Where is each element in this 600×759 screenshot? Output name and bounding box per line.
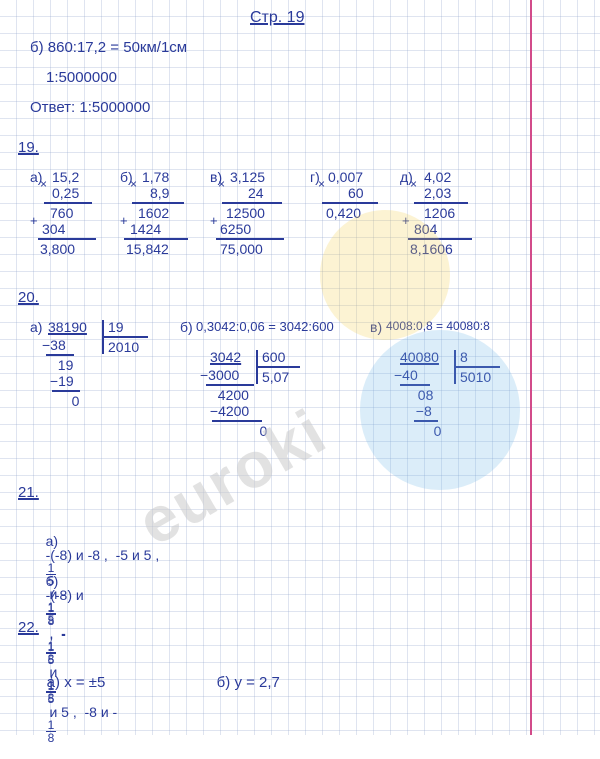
p19g-hr1 [322,202,378,204]
p19v-r3: 12500 [226,206,265,220]
p19a-plus: + [30,214,38,227]
p19d-hr2 [408,238,472,240]
p19d-hr1 [414,202,468,204]
p19d-times: × [410,178,417,190]
p19-label: 19. [18,140,39,155]
p19b-times: × [130,178,137,190]
p19g-r2: 60 [348,186,364,200]
p19g-r1: 0,007 [328,170,363,184]
p21-label: 21. [18,485,39,500]
p19a-r5: 3,800 [40,242,75,256]
p20v-dividend: 40080 [400,350,439,364]
p20a-divisor: 19 [108,320,124,334]
p19d-r5: 8,1606 [410,242,453,256]
p19g-times: × [318,178,325,190]
p19v-hr1 [222,202,282,204]
p22a-label: а) [47,674,60,691]
p21b-f4: 18 [46,719,57,744]
p19a-r4: 304 [42,222,65,236]
p19d-plus: + [402,214,410,227]
p19b-r1: 1,78 [142,170,169,184]
p20v-h2 [414,420,438,422]
p20b-label: б) [180,320,193,334]
p21b-f1: 18 [46,602,57,627]
p19d-r3: 1206 [424,206,455,220]
p19v-plus: + [210,214,218,227]
p19v-times: × [218,178,225,190]
p19b-r2: 8,9 [150,186,169,200]
p22a-text: x = ±5 [64,674,105,691]
p19a-times: × [40,178,47,190]
p20b-s3: −4200 [206,404,249,418]
p22a: а) x = ±5 [30,660,105,705]
p20v-s4: 0 [422,424,441,438]
p20v-s3: −8 [408,404,432,418]
p19b-plus: + [120,214,128,227]
p20b-dividend: 3042 [210,350,241,364]
p19a-hr1 [44,202,92,204]
intro-line2: 1:5000000 [46,70,117,85]
p19b-hr1 [132,202,184,204]
p20v-s2: 08 [410,388,433,402]
p20a-s3: −19 [46,374,74,388]
p20v-eq: 4008:0,8 = 40080:8 [386,320,490,332]
p19d-r4: 804 [414,222,437,236]
p19b-r4: 1424 [130,222,161,236]
page-content: Стр. 19 б) 860:17,2 = 50км/1см 1:5000000… [0,0,600,735]
p20b-quotient: 5,07 [262,370,289,384]
p20v-h1 [400,384,430,386]
p22b: б) y = 2,7 [200,660,280,705]
p20a-h1 [46,354,74,356]
p20a-quotient: 2010 [108,340,139,354]
p20b-s1: −3000 [200,368,239,382]
p20a-s4: 0 [60,394,79,408]
p20a-hq [104,336,148,338]
p19a-r3: 760 [50,206,73,220]
p20b-divisor: 600 [262,350,285,364]
p20b-s2: 4200 [210,388,249,402]
p19a-r2: 0,25 [52,186,79,200]
p20-label: 20. [18,290,39,305]
p19b-hr2 [124,238,188,240]
p20v-label: в) [370,320,382,334]
p20a-h2 [52,390,80,392]
p22-label: 22. [18,620,39,635]
p19a-r1: 15,2 [52,170,79,184]
p20b-h2 [212,420,262,422]
p20a-s1: −38 [42,338,66,352]
p19v-hr2 [216,238,284,240]
p20a-s2: 19 [50,358,73,372]
intro-line1: б) 860:17,2 = 50км/1см [30,40,187,55]
page-title: Стр. 19 [250,10,304,26]
p19d-r1: 4,02 [424,170,451,184]
intro-line3: Ответ: 1:5000000 [30,100,150,115]
p19v-r1: 3,125 [230,170,265,184]
p20v-quotient: 5010 [460,370,491,384]
p22b-label: б) [217,674,231,691]
p20a-label: а) [30,320,42,334]
p22b-text: y = 2,7 [234,674,279,691]
p21b: б) -(-8) и 18 , - 15 , 15 и 5 , -8 и - 1… [30,560,117,758]
p20a-dividend: 38190 [48,320,87,334]
p20b-hq [258,366,300,368]
p20v-divisor: 8 [460,350,468,364]
p19v-r2: 24 [248,186,264,200]
p19v-r4: 6250 [220,222,251,236]
p19v-r5: 75,000 [220,242,263,256]
p19b-r3: 1602 [138,206,169,220]
p19g-r3: 0,420 [326,206,361,220]
p19b-r5: 15,842 [126,242,169,256]
p19d-r2: 2,03 [424,186,451,200]
p20b-s4: 0 [240,424,267,438]
p20v-hq [456,366,500,368]
p19a-hr2 [38,238,96,240]
p20b-eq: 0,3042:0,06 = 3042:600 [196,320,334,333]
p20b-h1 [206,384,254,386]
p20v-s1: −40 [394,368,418,382]
p21b-m3: и 5 , -8 и - [46,704,118,720]
